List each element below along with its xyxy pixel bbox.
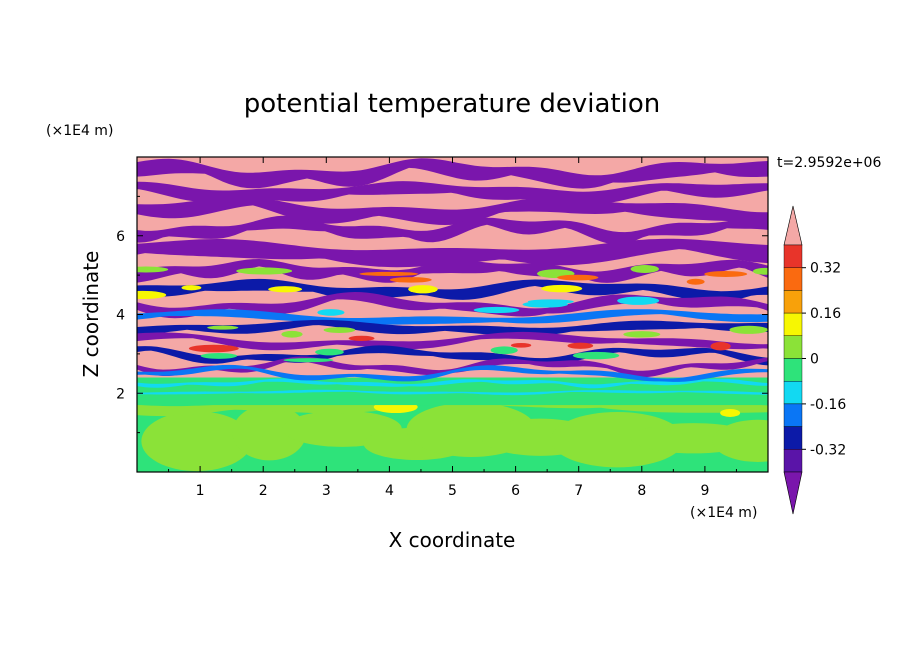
colorbar-label: -0.32 bbox=[810, 442, 846, 458]
colorbar: 0.32 0.16 0 -0.16 -0.32 bbox=[783, 205, 846, 515]
y-tick-label: 4 bbox=[116, 308, 125, 324]
field-streak bbox=[281, 330, 303, 338]
field-layer-band bbox=[137, 278, 768, 303]
colorbar-extend-top bbox=[783, 205, 803, 246]
field-streak bbox=[268, 286, 303, 293]
colorbar-extend-bottom bbox=[783, 471, 803, 515]
field-streak bbox=[630, 265, 659, 273]
colorbar-box bbox=[783, 449, 803, 473]
field-streak bbox=[623, 331, 661, 338]
x-tick-label: 4 bbox=[385, 483, 394, 499]
field-layer-band bbox=[137, 364, 768, 382]
colorbar-box bbox=[783, 403, 803, 427]
field-blob bbox=[712, 419, 768, 462]
x-tick-label: 8 bbox=[637, 483, 646, 499]
field-streak bbox=[389, 277, 432, 283]
colorbar-box bbox=[783, 358, 803, 382]
colorbar-label: 0.32 bbox=[810, 261, 841, 277]
field-layer-band bbox=[137, 158, 768, 189]
x-tick-label: 6 bbox=[511, 483, 520, 499]
y-tick-label: 2 bbox=[116, 386, 125, 402]
x-axis-label: X coordinate bbox=[389, 528, 516, 552]
field-layer bbox=[137, 157, 768, 472]
field-streak bbox=[137, 290, 167, 300]
colorbar-box bbox=[783, 290, 803, 314]
field-layer-band bbox=[137, 292, 768, 319]
field-streak bbox=[686, 278, 705, 285]
field-streak bbox=[541, 284, 583, 293]
field-streak bbox=[408, 285, 438, 294]
field-streak bbox=[510, 343, 532, 348]
field-streak bbox=[473, 306, 520, 314]
field-streak bbox=[207, 325, 239, 330]
x-tick-label: 9 bbox=[700, 483, 709, 499]
field-streak bbox=[137, 266, 169, 273]
y-axis: 2 4 6 bbox=[116, 195, 768, 434]
field-band bbox=[137, 395, 768, 417]
chart-title: potential temperature deviation bbox=[244, 89, 660, 119]
field-streak bbox=[704, 270, 748, 277]
field-streak bbox=[617, 296, 660, 305]
field-layer-band bbox=[137, 181, 768, 204]
field-blob bbox=[720, 408, 741, 417]
field-streak bbox=[200, 353, 238, 359]
field-layer-band bbox=[137, 309, 768, 325]
y-unit-label: (×1E4 m) bbox=[46, 123, 113, 139]
field-streak bbox=[315, 348, 344, 356]
colorbar-box bbox=[783, 335, 803, 359]
field-layer-band bbox=[137, 259, 768, 283]
field-streak bbox=[323, 327, 356, 333]
field-streak bbox=[490, 346, 518, 355]
colorbar-box bbox=[783, 244, 803, 268]
field-blob bbox=[550, 412, 685, 468]
field-streak bbox=[527, 299, 574, 305]
field-streak bbox=[710, 342, 731, 351]
field-layer-band bbox=[137, 331, 768, 351]
field-layer-band bbox=[137, 238, 768, 268]
colorbar-box bbox=[783, 312, 803, 337]
x-axis: 1 2 3 4 5 6 7 8 9 bbox=[168, 157, 737, 499]
field-blob bbox=[141, 411, 252, 472]
y-axis-label: Z coordinate bbox=[79, 251, 103, 378]
colorbar-label: 0.16 bbox=[810, 306, 841, 322]
y-tick-label: 6 bbox=[116, 229, 125, 245]
field-streak bbox=[729, 325, 768, 334]
field-streak bbox=[317, 309, 345, 316]
field-layer-band bbox=[137, 215, 768, 245]
x-tick-label: 2 bbox=[259, 483, 268, 499]
time-label: t=2.9592e+06 bbox=[777, 155, 881, 171]
field-streak bbox=[572, 351, 620, 360]
colorbar-label: 0 bbox=[810, 352, 819, 368]
field-layer-band bbox=[137, 356, 768, 378]
field-layer-band bbox=[137, 319, 768, 337]
field-streak bbox=[283, 358, 334, 363]
colorbar-label: -0.16 bbox=[810, 397, 846, 413]
colorbar-box bbox=[783, 381, 803, 405]
x-tick-label: 7 bbox=[574, 483, 583, 499]
field-streak bbox=[359, 271, 419, 276]
field-blob bbox=[232, 404, 307, 461]
colorbar-box bbox=[783, 426, 803, 450]
field-band bbox=[137, 389, 768, 396]
field-streak bbox=[236, 267, 293, 275]
field-streak bbox=[188, 344, 239, 353]
field-streak bbox=[752, 267, 768, 275]
field-band bbox=[137, 378, 768, 389]
field-streak bbox=[557, 274, 599, 281]
field-streak bbox=[181, 285, 202, 291]
field-streak bbox=[348, 335, 375, 341]
x-tick-label: 1 bbox=[196, 483, 205, 499]
plot-area bbox=[137, 157, 768, 472]
colorbar-box bbox=[783, 267, 803, 291]
x-tick-label: 3 bbox=[322, 483, 331, 499]
x-tick-label: 5 bbox=[448, 483, 457, 499]
field-streak bbox=[567, 342, 594, 349]
x-unit-label: (×1E4 m) bbox=[690, 505, 757, 521]
